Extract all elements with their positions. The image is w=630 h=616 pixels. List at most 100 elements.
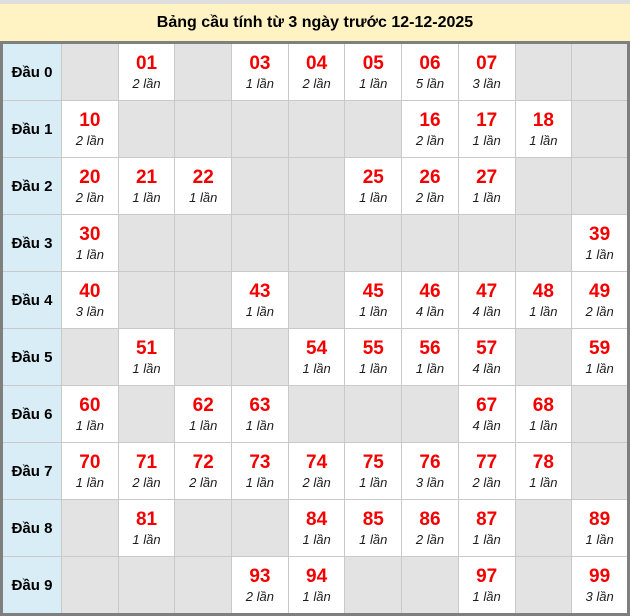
occurrence-count: 4 lần <box>472 417 501 433</box>
page-title: Bảng cầu tính từ 3 ngày trước 12-12-2025 <box>156 13 474 31</box>
lotto-number: 70 <box>79 452 101 473</box>
lotto-number: 18 <box>532 110 554 131</box>
lotto-number: 87 <box>476 509 498 530</box>
occurrence-count: 2 lần <box>415 189 445 205</box>
row-label-dau-6: Đầu 6 <box>1 385 62 443</box>
lotto-number: 73 <box>249 452 271 473</box>
empty-cell <box>231 157 289 215</box>
occurrence-count: 1 lần <box>529 132 558 148</box>
lotto-number: 89 <box>589 509 611 530</box>
empty-cell <box>231 214 289 272</box>
row-label-dau-0: Đầu 0 <box>1 42 62 101</box>
occurrence-count: 1 lần <box>472 531 501 547</box>
occurrence-count: 1 lần <box>245 474 274 490</box>
lotto-number: 05 <box>362 53 384 74</box>
empty-cell <box>61 556 119 615</box>
lotto-number: 84 <box>306 509 328 530</box>
occurrence-count: 1 lần <box>359 303 388 319</box>
number-cell-68: 68 1 lần <box>514 385 573 443</box>
empty-cell <box>344 214 403 272</box>
number-cell-27: 27 1 lần <box>457 157 516 215</box>
lotto-number: 71 <box>135 452 158 473</box>
empty-cell <box>231 499 289 557</box>
number-cell-06: 06 5 lần <box>401 42 459 101</box>
number-cell-75: 75 1 lần <box>344 442 403 500</box>
lotto-number: 01 <box>135 53 158 74</box>
lotto-number: 72 <box>192 452 214 473</box>
lotto-number: 46 <box>419 281 441 302</box>
empty-cell <box>571 385 629 443</box>
occurrence-count: 1 lần <box>245 303 274 319</box>
number-cell-84: 84 1 lần <box>287 499 346 557</box>
occurrence-count: 1 lần <box>189 417 218 433</box>
occurrence-count: 1 lần <box>245 75 274 91</box>
lotto-number: 17 <box>476 110 498 131</box>
row-label-dau-4: Đầu 4 <box>1 271 62 329</box>
lotto-number: 47 <box>476 281 498 302</box>
lotto-number: 49 <box>589 281 611 302</box>
number-cell-55: 55 1 lần <box>344 328 403 386</box>
lotto-number: 57 <box>476 338 498 359</box>
empty-cell <box>514 157 573 215</box>
lotto-number: 99 <box>589 566 611 587</box>
number-cell-03: 03 1 lần <box>231 42 289 101</box>
occurrence-count: 2 lần <box>132 75 161 91</box>
number-cell-48: 48 1 lần <box>514 271 573 329</box>
lotto-number: 97 <box>476 566 498 587</box>
empty-cell <box>571 442 629 500</box>
number-cell-71: 71 2 lần <box>117 442 176 500</box>
top-strip <box>0 0 630 4</box>
number-cell-22: 22 1 lần <box>174 157 233 215</box>
number-cell-43: 43 1 lần <box>231 271 289 329</box>
occurrence-count: 1 lần <box>529 474 558 490</box>
cau-stats-table: Đầu 0 01 2 lần 03 1 lần 04 2 lần 05 1 lần 06 5 lần… <box>0 41 630 616</box>
number-cell-39: 39 1 lần <box>571 214 629 272</box>
empty-cell <box>61 42 119 101</box>
occurrence-count: 1 lần <box>585 360 614 376</box>
lotto-number: 67 <box>476 395 498 416</box>
number-cell-01: 01 2 lần <box>117 42 176 101</box>
empty-cell <box>571 100 629 158</box>
table-row: Đầu 1 10 2 lần 16 2 lần 17 1 lần 18 1 lần <box>1 100 629 158</box>
number-cell-20: 20 2 lần <box>61 157 119 215</box>
number-cell-54: 54 1 lần <box>287 328 346 386</box>
occurrence-count: 2 lần <box>472 474 501 490</box>
table-row: Đầu 7 70 1 lần 71 2 lần 72 2 lần 73 1 lần 74 2 lần… <box>1 442 629 500</box>
lotto-number: 27 <box>476 167 498 188</box>
empty-cell <box>287 214 346 272</box>
table-row: Đầu 3 30 1 lần 39 1 lần <box>1 214 629 272</box>
lotto-number: 07 <box>476 53 498 74</box>
number-cell-77: 77 2 lần <box>457 442 516 500</box>
number-cell-87: 87 1 lần <box>457 499 516 557</box>
row-label-dau-7: Đầu 7 <box>1 442 62 500</box>
table-row: Đầu 9 93 2 lần 94 1 lần 97 1 lần 99 3 lần <box>1 556 629 615</box>
lotto-number: 39 <box>589 224 611 245</box>
lotto-number: 45 <box>362 281 384 302</box>
empty-cell <box>514 556 573 615</box>
occurrence-count: 1 lần <box>302 588 331 604</box>
number-cell-74: 74 2 lần <box>287 442 346 500</box>
lotto-number: 20 <box>79 167 101 188</box>
empty-cell <box>61 499 119 557</box>
lotto-number: 26 <box>419 167 441 188</box>
empty-cell <box>287 385 346 443</box>
number-cell-05: 05 1 lần <box>344 42 403 101</box>
occurrence-count: 1 lần <box>585 246 614 262</box>
occurrence-count: 1 lần <box>359 75 388 91</box>
occurrence-count: 2 lần <box>302 75 331 91</box>
empty-cell <box>571 42 629 101</box>
occurrence-count: 3 lần <box>415 474 445 490</box>
occurrence-count: 2 lần <box>75 132 104 148</box>
empty-cell <box>287 100 346 158</box>
occurrence-count: 2 lần <box>189 474 218 490</box>
table-row: Đầu 4 40 3 lần 43 1 lần 45 1 lần 46 4 lần 47 4 lần… <box>1 271 629 329</box>
number-cell-56: 56 1 lần <box>401 328 459 386</box>
number-cell-89: 89 1 lần <box>571 499 629 557</box>
number-cell-57: 57 4 lần <box>457 328 516 386</box>
lotto-number: 75 <box>362 452 384 473</box>
occurrence-count: 1 lần <box>132 531 161 547</box>
number-cell-97: 97 1 lần <box>457 556 516 615</box>
occurrence-count: 1 lần <box>132 189 161 205</box>
occurrence-count: 2 lần <box>132 474 161 490</box>
row-label-dau-1: Đầu 1 <box>1 100 62 158</box>
